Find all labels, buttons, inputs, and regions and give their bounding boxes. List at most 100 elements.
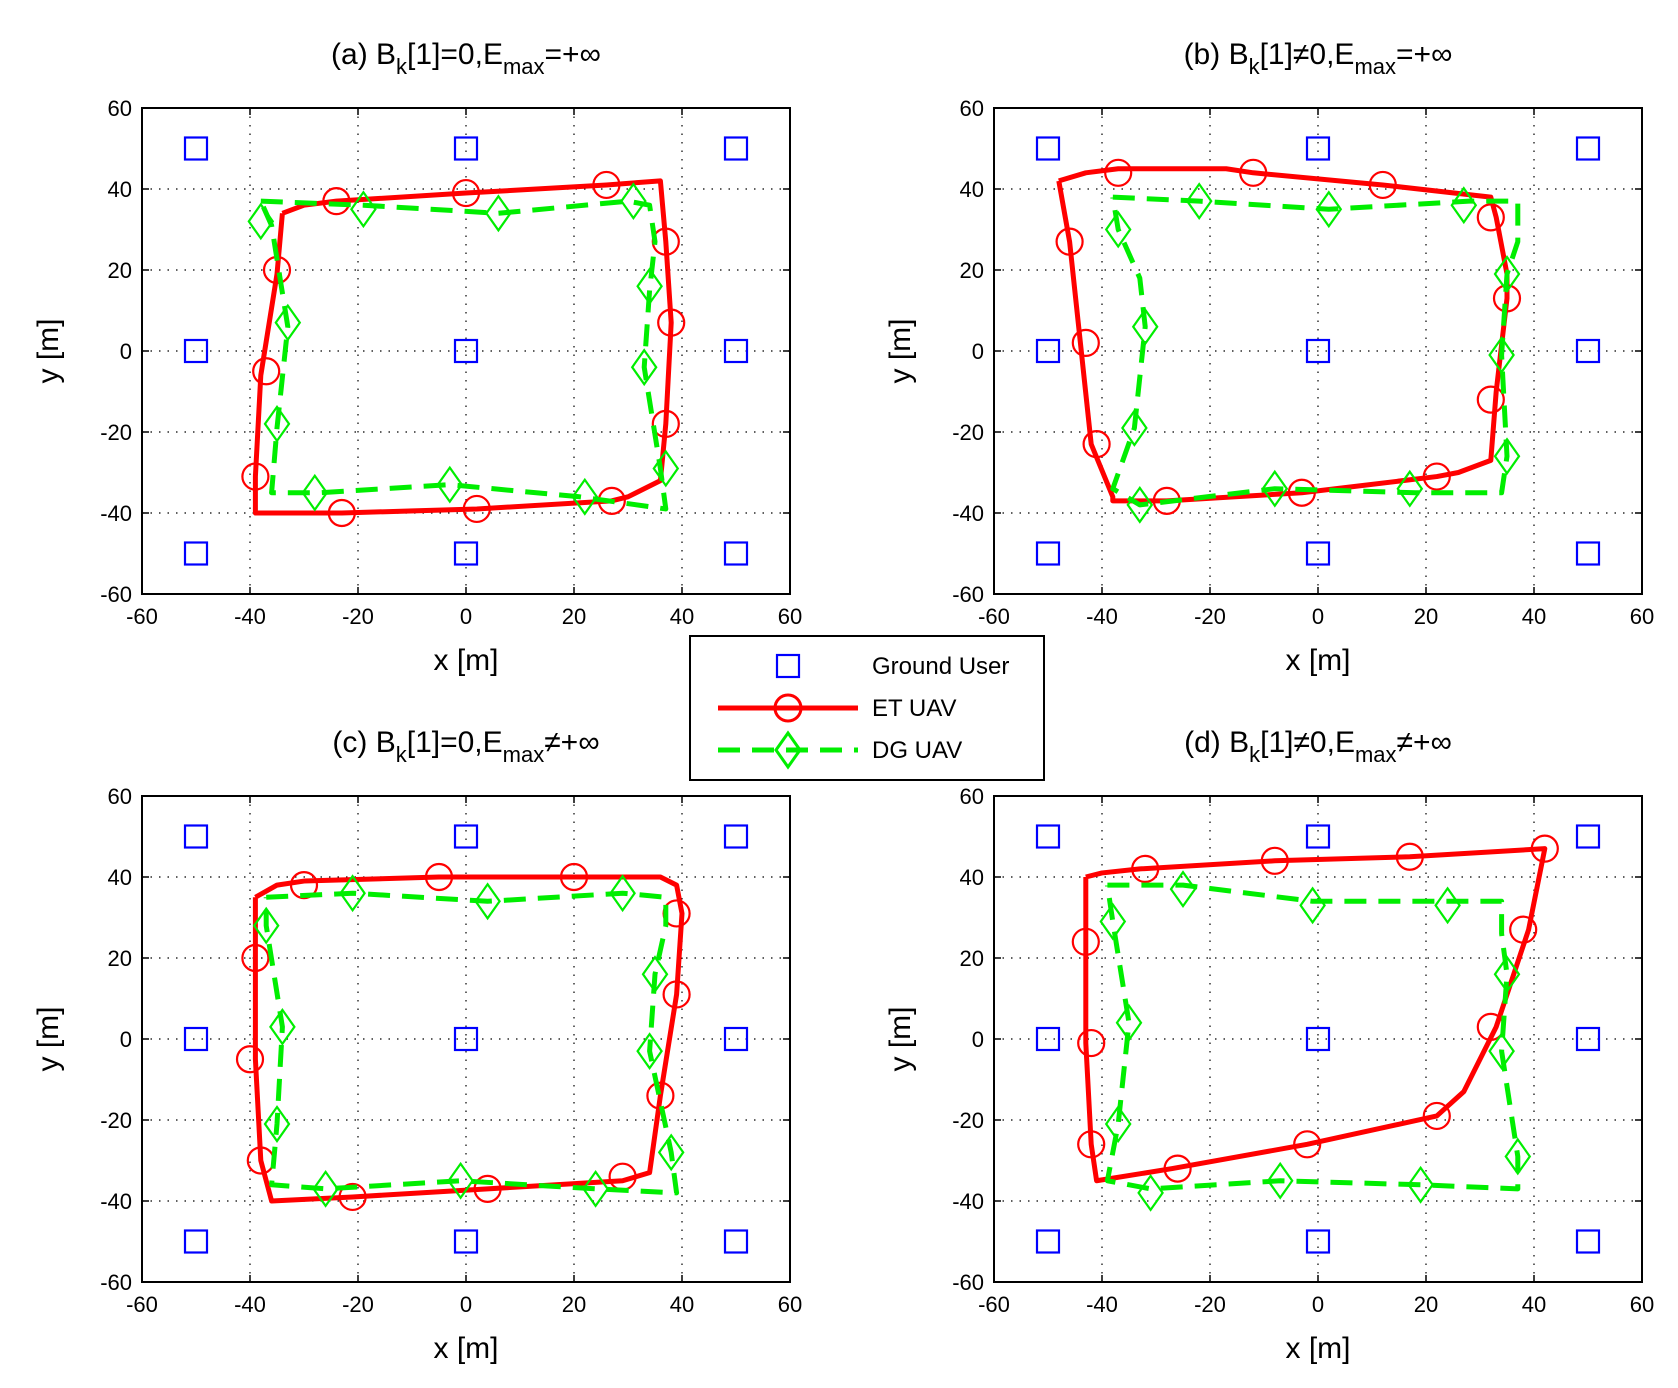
x-tick-label: -40 [1086,1292,1118,1317]
et-uav-marker [1509,915,1538,944]
dg-uav-marker [301,473,329,512]
title-sub1: k [396,742,408,767]
et-uav-marker [1077,1028,1106,1058]
et-uav-marker [252,357,281,386]
dg-uav-marker [247,202,275,241]
et-uav-legend-icon [773,693,803,723]
dg-uav-marker [1115,1003,1143,1042]
x-tick-label: 20 [562,604,586,629]
legend-item: Ground User [775,653,1009,680]
title-mid: [1]=0,E [407,726,503,759]
dg-uav-marker [1104,210,1132,249]
dg-uav-marker [636,267,663,306]
subplot-c: -60 -40 -20 0 20 40 60 -60 -40 -20 0 20 40 60 x [m] y [… [32,726,802,1365]
subplot-b: -60 -40 -20 0 20 40 60 -60 -40 -20 0 20 40 60 x [m] y [… [884,38,1654,677]
y-tick-label: 40 [108,177,132,202]
ground-user-marker [1305,338,1331,364]
dg-uav-marker [474,882,501,921]
x-tick-label: 40 [670,1292,694,1317]
title-mid: [1]=0,E [407,38,503,71]
ground-user-marker [723,1026,749,1052]
y-tick-label: -40 [100,501,132,526]
legend-item: DG UAV [718,730,962,770]
legend-label: DG UAV [872,737,962,764]
dg-uav-marker [1488,336,1515,374]
ground-user-marker [1305,1229,1331,1254]
x-tick-label: 0 [460,1292,472,1317]
x-tick-label: 20 [562,1292,586,1317]
ground-user-marker [1305,136,1331,161]
et-uav-marker [1163,1154,1192,1183]
subplot-title: (b) Bk[1]≠0,Emax=+∞ [1184,38,1453,79]
ground-user-marker [1575,541,1601,566]
x-axis-label: x [m] [1286,644,1351,677]
et-uav-marker [451,178,481,208]
dg-uav-marker [1493,437,1521,476]
dg-uav-marker [1407,1165,1434,1204]
dg-uav-marker [1396,469,1424,508]
title-sub2: max [1355,742,1397,767]
subplot-a: -60 -40 -20 0 20 40 60 -60 -40 -20 0 20 40 60 x [m] y [… [32,38,802,677]
dg-uav-marker [1131,307,1159,346]
dg-uav-marker [252,906,280,945]
ground-user-marker [1575,1026,1601,1052]
dg-uav-marker [657,1133,685,1172]
title-mid: [1]≠0,E [1260,38,1355,71]
y-tick-label: 0 [972,1027,984,1052]
dg-uav-marker [1185,182,1213,221]
dg-uav-marker [609,874,636,913]
dg-uav-marker [620,182,647,221]
et-uav-marker [289,870,319,900]
y-tick-label: 60 [960,784,984,809]
dg-uav-marker [1493,255,1521,293]
et-uav-marker [1368,170,1397,200]
y-tick-label: 0 [120,1027,132,1052]
title-sub2: max [1354,54,1396,79]
ground-user-marker [723,824,749,849]
et-uav-marker [1071,927,1100,956]
dg-uav-marker [350,190,377,229]
et-uav-marker [1104,158,1133,187]
ground-user-marker [453,824,479,849]
x-tick-label: -40 [234,604,266,629]
et-uav-marker [1131,854,1160,884]
x-tick-label: 60 [1630,604,1654,629]
dg-uav-marker [630,348,658,387]
x-tick-label: -20 [342,604,374,629]
dg-uav-marker [1315,190,1343,229]
ground-user-marker [453,1026,479,1052]
ground-user-marker [183,824,209,849]
dg-uav-trajectory [1104,882,1521,1192]
dg-uav-marker [1299,886,1326,925]
ground-user-marker [1305,541,1331,566]
et-uav-marker [1077,1130,1106,1159]
dg-uav-marker [1266,1161,1294,1200]
y-axis-label: y [m] [884,319,917,384]
dg-uav-marker [1099,902,1127,941]
et-uav-marker [241,462,270,491]
x-axis-label: x [m] [1286,1332,1351,1365]
title-sub1: k [1249,742,1261,767]
y-axis-label: y [m] [32,319,65,384]
x-tick-label: -60 [978,604,1010,629]
et-uav-marker [1055,227,1084,256]
et-uav-marker [1476,203,1505,232]
dg-uav-marker [1104,1105,1132,1143]
dg-uav-marker [263,404,291,443]
ground-user-marker [1575,338,1601,364]
dg-uav-trajectory [258,198,669,512]
ground-user-marker [453,338,479,364]
dg-uav-marker [1434,886,1461,925]
title-prefix: (d) B [1184,726,1249,759]
dg-uav-marker [1488,1032,1515,1071]
dg-uav-marker [312,1169,339,1208]
dg-uav-marker [641,955,669,994]
x-tick-label: 40 [1522,604,1546,629]
et-uav-marker [235,1045,265,1074]
et-uav-marker [1476,385,1505,414]
ground-user-marker [1035,136,1061,161]
ground-user-marker [183,1026,209,1052]
dg-uav-marker [636,1032,663,1071]
legend-label: Ground User [872,653,1009,680]
x-tick-label: -20 [342,1292,374,1317]
